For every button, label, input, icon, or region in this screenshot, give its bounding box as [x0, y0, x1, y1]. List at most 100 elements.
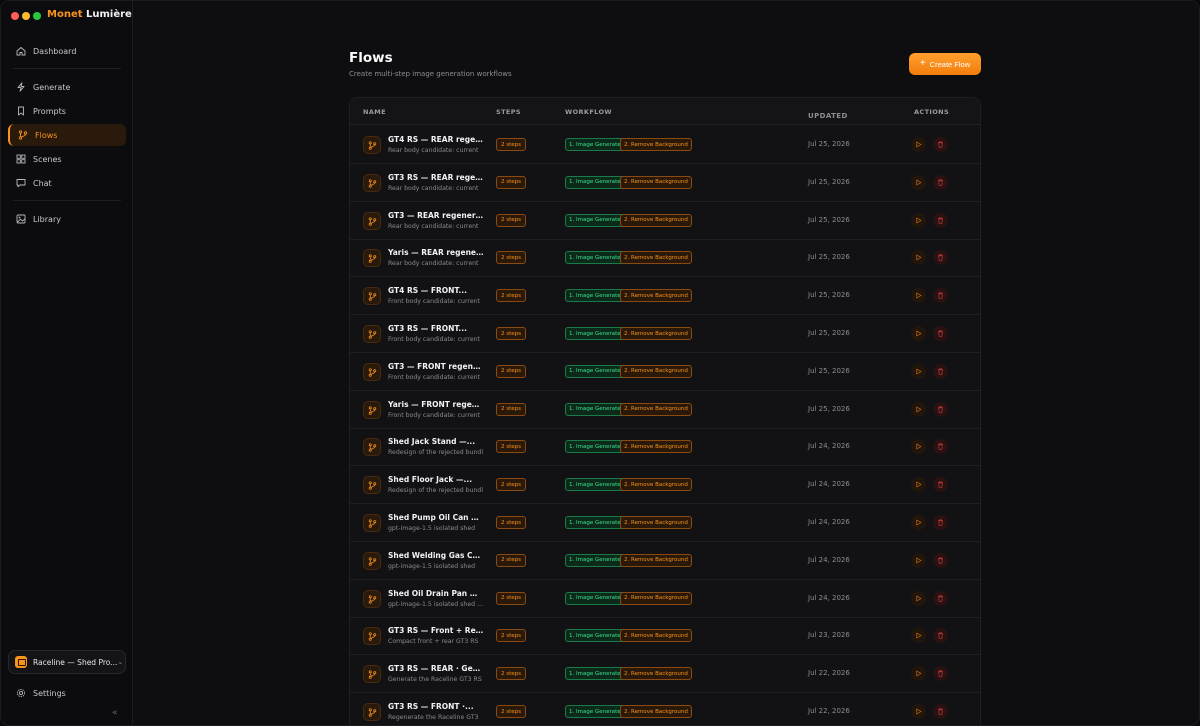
workflow-step-badge: 2. Remove Background: [620, 440, 692, 454]
run-flow-button[interactable]: [911, 590, 926, 606]
flow-name[interactable]: Shed Floor Jack —...: [388, 475, 473, 485]
flow-description: Rear body candidate: current: [388, 222, 479, 230]
flow-name[interactable]: GT3 — FRONT regenerate: [388, 361, 484, 371]
flow-name[interactable]: GT3 — REAR regenerate ...: [388, 210, 484, 220]
flow-name[interactable]: Yaris — REAR regenerate ...: [388, 248, 484, 258]
sidebar-item-chat[interactable]: Chat: [8, 172, 126, 194]
sidebar-item-label: Dashboard: [33, 46, 77, 56]
table-row[interactable]: Shed Jack Stand —... Redesign of the reje…: [350, 428, 980, 467]
delete-flow-button[interactable]: [933, 628, 948, 644]
delete-flow-button[interactable]: [933, 439, 948, 455]
run-flow-button[interactable]: [911, 401, 926, 417]
updated-date: Jul 22, 2026: [808, 669, 850, 678]
delete-flow-button[interactable]: [933, 174, 948, 190]
brand-name-part2: Lumière: [86, 9, 132, 20]
workspace-switcher[interactable]: Raceline — Shed Pro... ⌄: [8, 650, 126, 674]
collapse-sidebar-icon[interactable]: «: [112, 708, 118, 718]
workflow-step-badge: 1. Image Generate: [565, 553, 625, 567]
flow-icon: [363, 173, 381, 192]
flow-name[interactable]: GT3 RS — FRONT ·...: [388, 702, 474, 711]
table-row[interactable]: Yaris — FRONT regenerate Front body candi…: [350, 391, 980, 429]
flow-description: Redesign of the rejected bundl: [388, 449, 484, 457]
delete-flow-button[interactable]: [933, 477, 948, 493]
table-row[interactable]: GT3 RS — FRONT... Front body candidate: c…: [350, 315, 980, 353]
run-flow-button[interactable]: [911, 288, 926, 304]
sidebar-item-library[interactable]: Library: [8, 208, 126, 230]
delete-flow-button[interactable]: [933, 401, 948, 417]
steps-badge: 2 steps: [496, 629, 527, 643]
create-flow-button[interactable]: + Create Flow: [909, 53, 981, 75]
workflow-step-badge: 1. Image Generate: [565, 402, 625, 416]
steps-badge: 2 steps: [496, 440, 527, 454]
minimize-window-button[interactable]: [22, 12, 30, 20]
table-row[interactable]: GT3 RS — FRONT ·... Regenerate the Raceli…: [350, 693, 980, 725]
sidebar-item-scenes[interactable]: Scenes: [8, 148, 126, 170]
run-flow-button[interactable]: [911, 628, 926, 644]
delete-flow-button[interactable]: [933, 250, 948, 266]
table-row[interactable]: Yaris — REAR regenerate ... Rear body can…: [350, 239, 980, 278]
delete-flow-button[interactable]: [933, 137, 948, 152]
play-icon: [916, 632, 922, 639]
delete-flow-button[interactable]: [933, 590, 948, 606]
run-flow-button[interactable]: [911, 174, 926, 190]
run-flow-button[interactable]: [911, 439, 926, 455]
run-flow-button[interactable]: [911, 326, 926, 341]
table-row[interactable]: Shed Floor Jack —... Redesign of the reje…: [350, 466, 980, 505]
zoom-window-button[interactable]: [33, 12, 41, 20]
flow-name[interactable]: Yaris — FRONT regenerate: [388, 399, 484, 409]
table-row[interactable]: GT3 RS — Front + Rear... Compact front + …: [350, 617, 980, 656]
run-flow-button[interactable]: [911, 515, 926, 530]
flow-name[interactable]: Shed Pump Oil Can —...: [388, 513, 484, 522]
run-flow-button[interactable]: [911, 212, 926, 228]
flow-name[interactable]: GT3 RS — REAR · Generat: [388, 664, 484, 674]
flow-name[interactable]: GT3 RS — REAR regenerate: [388, 172, 484, 182]
grid-icon: [16, 154, 26, 164]
sidebar-item-generate[interactable]: Generate: [8, 76, 126, 98]
table-row[interactable]: GT4 RS — FRONT... Front body candidate: c…: [350, 277, 980, 316]
delete-flow-button[interactable]: [933, 552, 948, 568]
flow-name[interactable]: GT4 RS — FRONT...: [388, 286, 467, 296]
flow-name[interactable]: GT4 RS — REAR regenerate: [388, 135, 484, 144]
table-row[interactable]: Shed Welding Gas Cylinde gpt-image-1.5 is…: [350, 542, 980, 580]
delete-flow-button[interactable]: [933, 363, 948, 379]
table-row[interactable]: GT3 — FRONT regenerate Front body candida…: [350, 353, 980, 391]
flow-name[interactable]: Shed Oil Drain Pan —...: [388, 588, 484, 598]
run-flow-button[interactable]: [911, 477, 926, 493]
workflow-step-badge: 1. Image Generate: [565, 591, 625, 605]
delete-flow-button[interactable]: [933, 212, 948, 228]
run-flow-button[interactable]: [911, 137, 926, 152]
sidebar-item-flows[interactable]: Flows: [8, 124, 126, 146]
workflow-step-badge: 2. Remove Background: [620, 402, 692, 416]
run-flow-button[interactable]: [911, 704, 926, 719]
run-flow-button[interactable]: [911, 250, 926, 266]
flow-description: Generate the Raceline GT3 RS: [388, 676, 482, 684]
sidebar-item-settings[interactable]: Settings: [8, 682, 126, 704]
steps-badge: 2 steps: [496, 364, 527, 378]
flow-name[interactable]: GT3 RS — FRONT...: [388, 324, 467, 333]
trash-icon: [938, 708, 943, 715]
table-row[interactable]: GT4 RS — REAR regenerate Rear body candid…: [350, 126, 980, 164]
run-flow-button[interactable]: [911, 666, 926, 682]
delete-flow-button[interactable]: [933, 326, 948, 341]
sidebar-item-dashboard[interactable]: Dashboard: [8, 40, 126, 62]
flow-name[interactable]: Shed Jack Stand —...: [388, 437, 476, 447]
table-row[interactable]: GT3 RS — REAR regenerate Rear body candid…: [350, 164, 980, 202]
workflow-step-badge: 2. Remove Background: [620, 705, 692, 718]
delete-flow-button[interactable]: [933, 704, 948, 719]
run-flow-button[interactable]: [911, 552, 926, 568]
run-flow-button[interactable]: [911, 363, 926, 379]
play-icon: [916, 557, 922, 564]
flow-name[interactable]: Shed Welding Gas Cylinde: [388, 550, 484, 560]
close-window-button[interactable]: [11, 12, 19, 20]
table-row[interactable]: GT3 RS — REAR · Generat Generate the Race…: [350, 655, 980, 694]
workflow-step-badge: 1. Image Generate: [565, 667, 625, 681]
delete-flow-button[interactable]: [933, 515, 948, 530]
steps-badge: 2 steps: [496, 138, 527, 151]
sidebar-item-prompts[interactable]: Prompts: [8, 100, 126, 122]
table-row[interactable]: Shed Oil Drain Pan —... gpt-image-1.5 iso…: [350, 580, 980, 618]
table-row[interactable]: GT3 — REAR regenerate ... Rear body candi…: [350, 202, 980, 240]
delete-flow-button[interactable]: [933, 666, 948, 682]
flow-name[interactable]: GT3 RS — Front + Rear...: [388, 626, 484, 636]
table-row[interactable]: Shed Pump Oil Can —... gpt-image-1.5 isol…: [350, 504, 980, 542]
delete-flow-button[interactable]: [933, 288, 948, 304]
